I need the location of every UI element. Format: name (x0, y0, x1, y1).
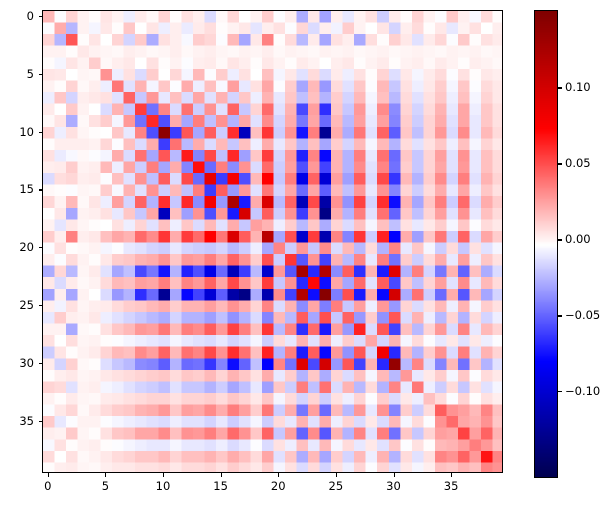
y-tick-label: 0 (26, 8, 34, 23)
x-tick-label: 30 (386, 479, 401, 493)
x-tick-label: 35 (443, 479, 459, 493)
x-tick-mark (105, 473, 107, 477)
x-tick-mark (47, 473, 49, 477)
x-tick-mark (278, 473, 280, 477)
x-tick-mark (335, 473, 337, 477)
colorbar-tick-label: 0.10 (565, 80, 591, 95)
y-tick-mark (38, 420, 42, 422)
x-tick-label: 15 (213, 479, 228, 493)
colorbar-tick-label: 0.00 (565, 232, 591, 247)
x-tick-mark (451, 473, 453, 477)
y-tick-label: 5 (26, 66, 34, 81)
x-tick-label: 0 (44, 479, 52, 493)
x-tick-label: 25 (328, 479, 344, 493)
y-tick-label: 20 (19, 240, 34, 255)
x-tick-mark (393, 473, 395, 477)
colorbar-tick-label: −0.10 (565, 384, 601, 399)
colorbar (534, 10, 558, 478)
colorbar-tick-mark (558, 163, 562, 165)
y-tick-label: 10 (19, 124, 34, 139)
y-tick-mark (38, 15, 42, 17)
y-tick-mark (38, 73, 42, 75)
colorbar-gradient (535, 11, 557, 477)
x-tick-label: 5 (101, 479, 110, 493)
colorbar-tick-mark (558, 87, 562, 89)
x-tick-mark (220, 473, 222, 477)
heatmap-plot-area (42, 10, 503, 473)
colorbar-tick-mark (558, 315, 562, 317)
y-tick-label: 25 (19, 298, 34, 313)
y-tick-mark (38, 247, 42, 249)
colorbar-tick-label: −0.05 (565, 308, 601, 323)
x-tick-label: 10 (155, 479, 171, 493)
y-tick-label: 30 (19, 356, 34, 371)
colorbar-tick-mark (558, 239, 562, 241)
x-tick-label: 20 (270, 479, 286, 493)
y-tick-mark (38, 305, 42, 307)
x-tick-mark (163, 473, 165, 477)
colorbar-tick-label: 0.05 (565, 156, 591, 171)
y-tick-label: 35 (19, 413, 34, 428)
y-tick-mark (38, 131, 42, 133)
heatmap-image (43, 11, 502, 472)
colorbar-tick-mark (558, 391, 562, 393)
y-tick-mark (38, 363, 42, 365)
y-tick-mark (38, 189, 42, 191)
y-tick-label: 15 (19, 182, 34, 197)
